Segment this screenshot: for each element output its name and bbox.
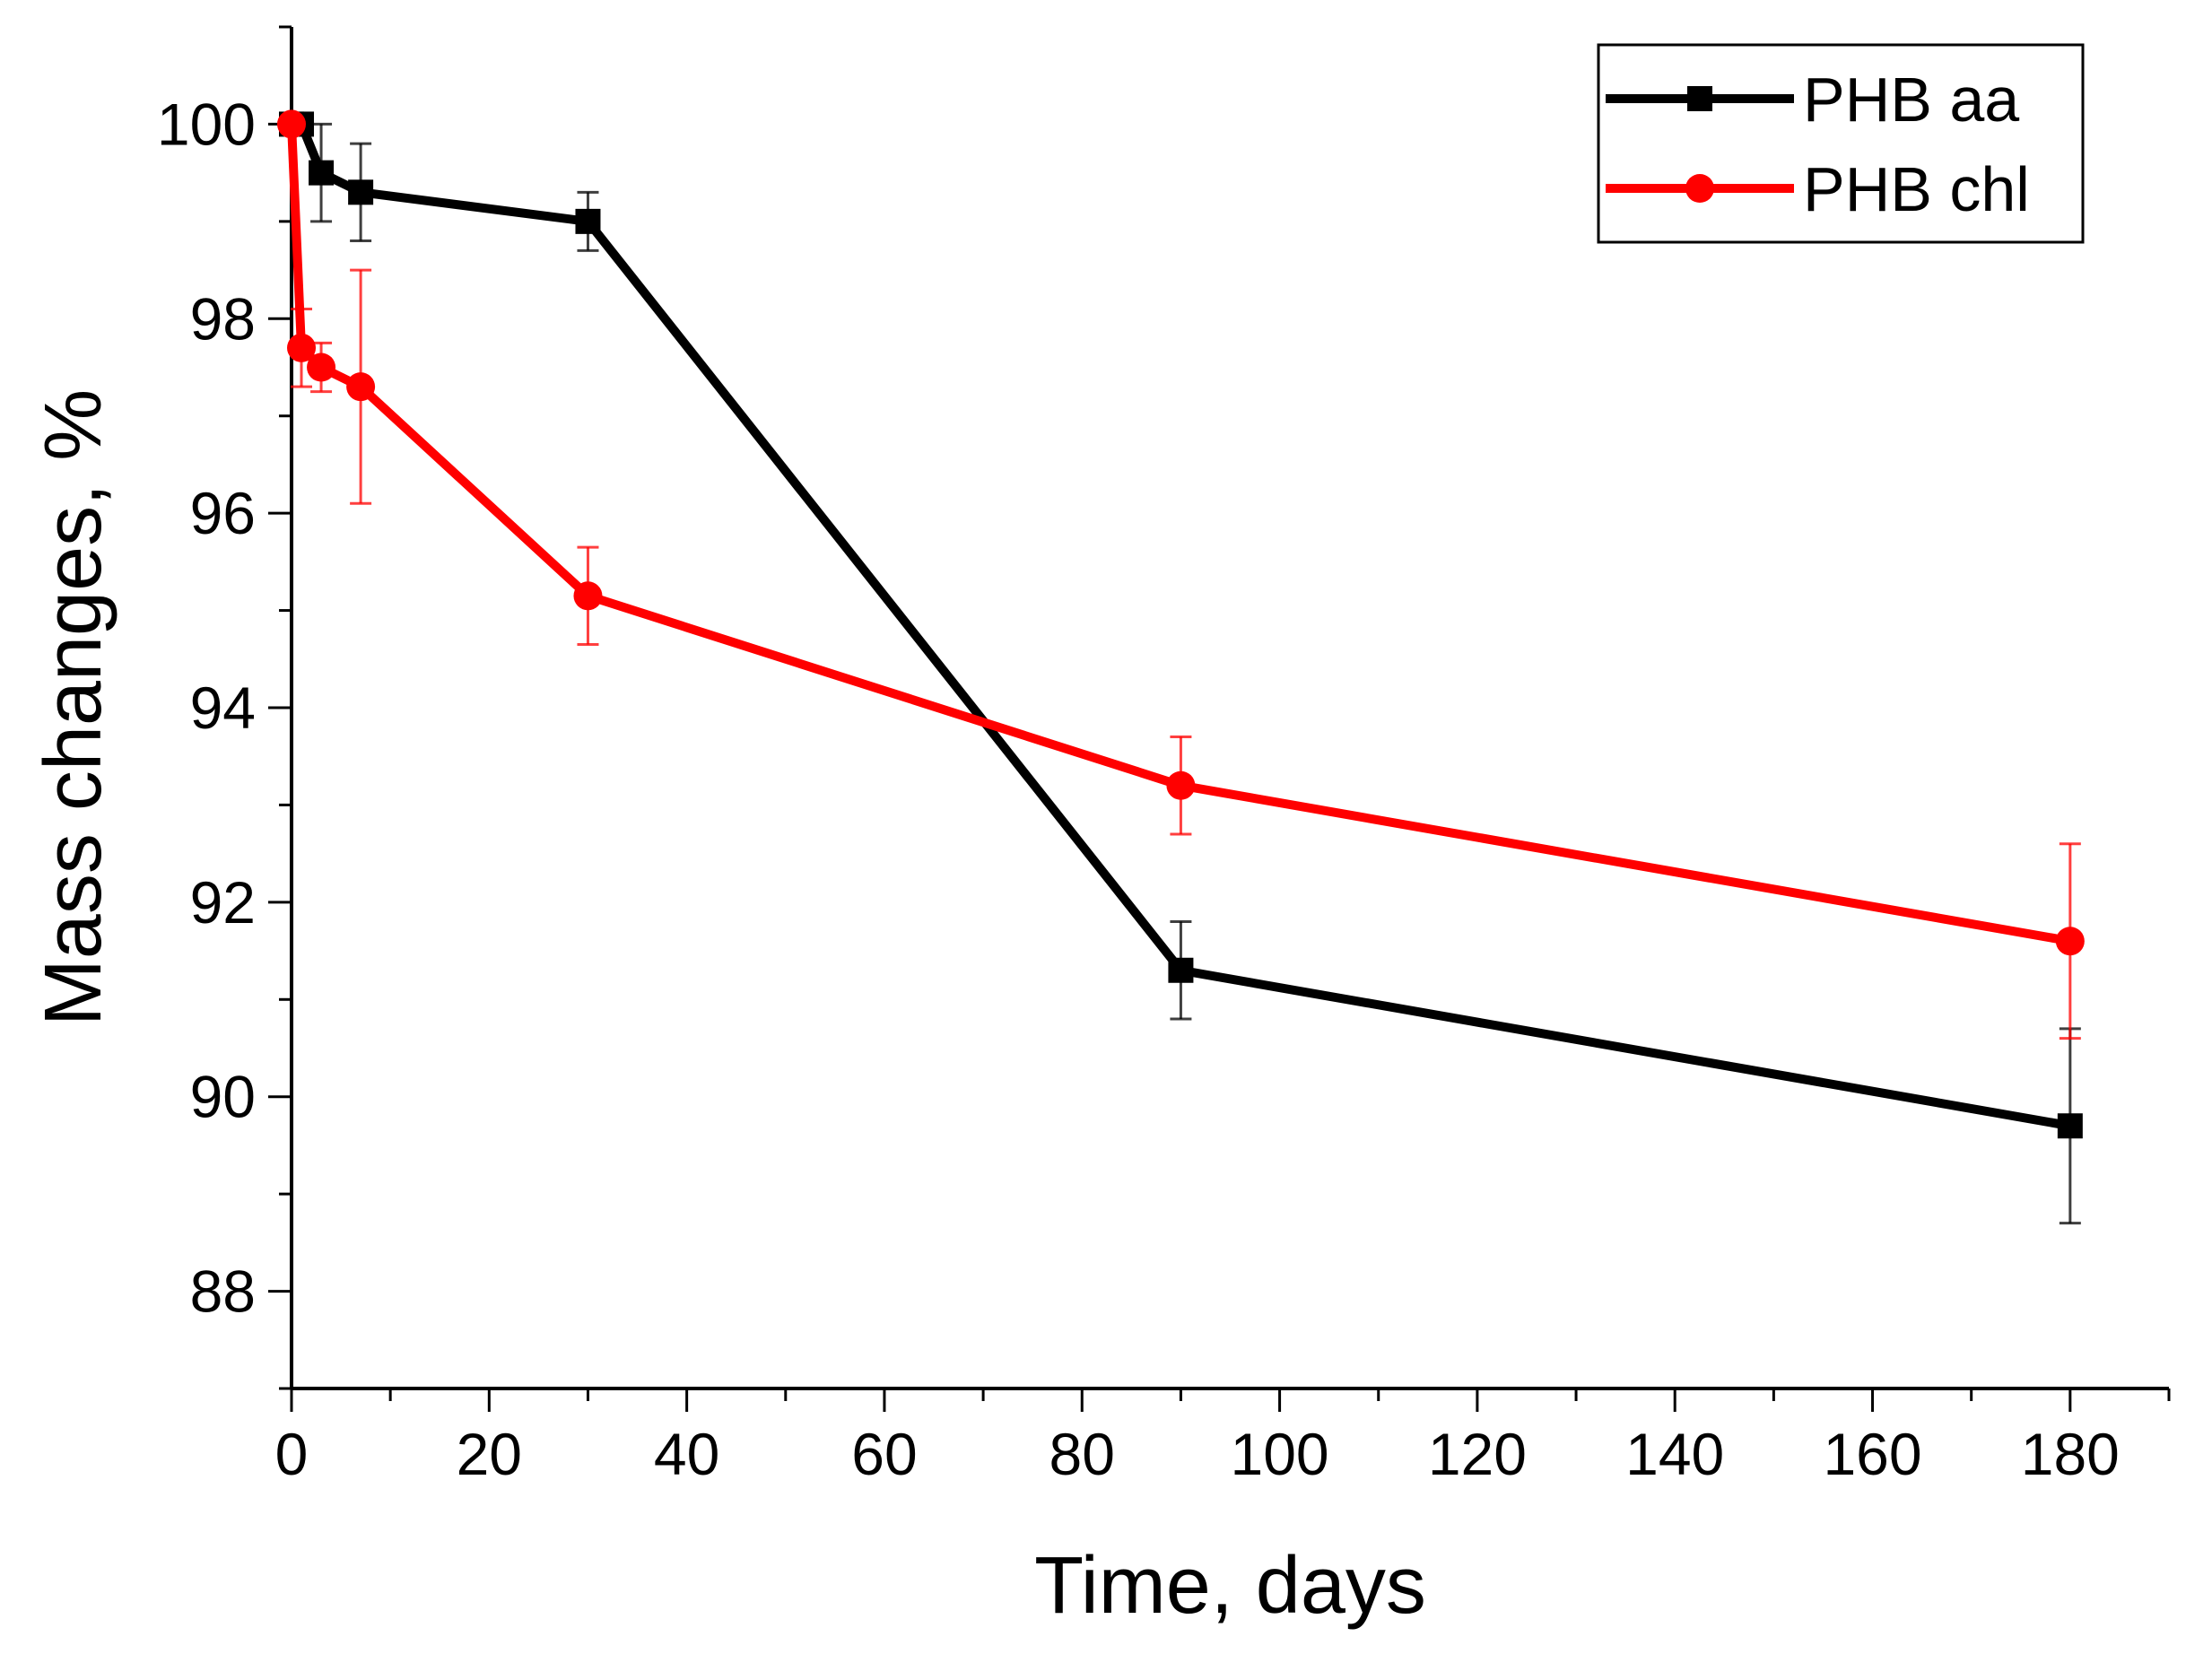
legend-box bbox=[1597, 43, 2085, 244]
x-tick-label: 60 bbox=[851, 1421, 917, 1487]
y-tick-label: 90 bbox=[190, 1064, 256, 1130]
data-point bbox=[277, 109, 306, 139]
x-tick-label: 20 bbox=[457, 1421, 522, 1487]
legend-item: PHB aa bbox=[1606, 65, 2019, 135]
x-tick-label: 80 bbox=[1049, 1421, 1115, 1487]
y-tick-label: 88 bbox=[190, 1258, 256, 1325]
legend-marker bbox=[1685, 174, 1714, 203]
series-phb-chl bbox=[277, 109, 2085, 1040]
series-layer bbox=[277, 109, 2085, 1225]
legend: PHB aa PHB chl bbox=[1597, 43, 2085, 244]
data-point bbox=[573, 581, 603, 611]
y-tick-label: 92 bbox=[190, 869, 256, 936]
x-tick-label: 140 bbox=[1625, 1421, 1724, 1487]
y-tick-label: 94 bbox=[190, 675, 256, 741]
data-point bbox=[309, 160, 335, 186]
data-point bbox=[307, 353, 336, 382]
x-tick-label: 0 bbox=[275, 1421, 309, 1487]
data-point bbox=[2055, 927, 2085, 956]
x-tick-label: 40 bbox=[654, 1421, 719, 1487]
legend-marker bbox=[1687, 86, 1712, 111]
y-tick-label: 100 bbox=[157, 91, 256, 157]
data-point bbox=[287, 333, 317, 362]
x-tick-label: 120 bbox=[1428, 1421, 1527, 1487]
y-axis-title: Mass changes, % bbox=[29, 389, 118, 1026]
data-point bbox=[2057, 1113, 2083, 1139]
legend-label: PHB chl bbox=[1803, 154, 2030, 224]
data-point bbox=[1166, 770, 1196, 800]
data-point bbox=[346, 372, 376, 402]
x-tick-label: 160 bbox=[1823, 1421, 1921, 1487]
x-tick-label: 100 bbox=[1231, 1421, 1329, 1487]
legend-item: PHB chl bbox=[1606, 154, 2030, 224]
y-tick-label: 96 bbox=[190, 480, 256, 546]
x-tick-label: 180 bbox=[2021, 1421, 2120, 1487]
legend-label: PHB aa bbox=[1803, 65, 2019, 135]
y-tick-label: 98 bbox=[190, 285, 256, 352]
data-point bbox=[1168, 957, 1194, 983]
x-axis-title: Time, days bbox=[1034, 1541, 1426, 1631]
data-point bbox=[348, 179, 374, 205]
axes: 0 20 40 60 80 100 120 140 160 180 88 90 92 94 96 98 100 bbox=[157, 25, 2171, 1487]
data-point bbox=[575, 208, 601, 234]
